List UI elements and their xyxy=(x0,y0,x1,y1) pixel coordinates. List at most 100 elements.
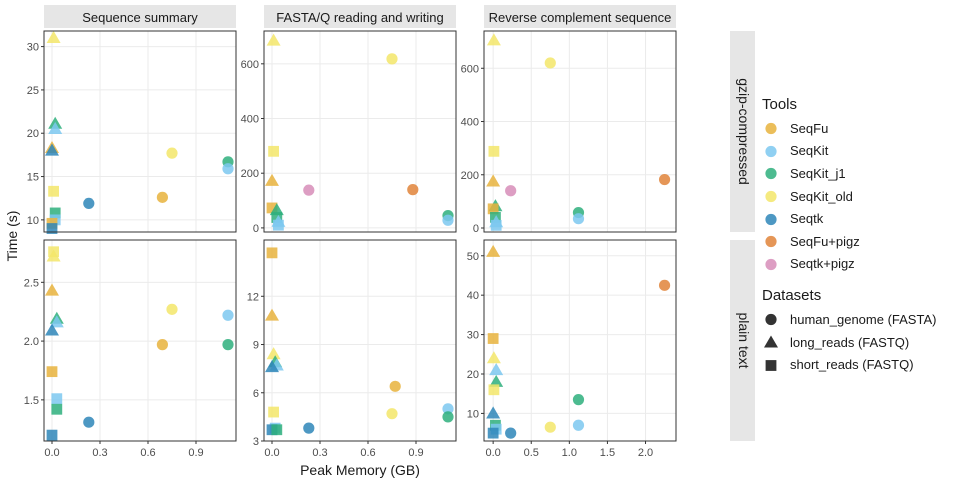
y-tick-label: 400 xyxy=(241,114,259,126)
y-tick-label: 2.5 xyxy=(24,277,39,289)
panel-border xyxy=(43,239,237,442)
legend-tool-seqtk: Seqtk xyxy=(760,207,958,230)
data-point-seqtk-short-reads xyxy=(46,429,58,441)
y-tick-label: 10 xyxy=(27,215,39,227)
panel-background xyxy=(44,31,236,232)
y-tick-label: 400 xyxy=(461,117,479,129)
data-point-seqkit-old-long-reads xyxy=(486,351,501,364)
row-strip-label: plain text xyxy=(736,312,752,368)
data-point-seqtk-human-genome xyxy=(83,416,95,428)
data-point-seqfu-short-reads xyxy=(266,247,278,259)
data-point-seqtk-short-reads xyxy=(487,427,499,439)
data-point-seqkit-j1-human-genome xyxy=(572,394,585,406)
data-point-seqkit-old-long-reads xyxy=(486,33,501,46)
y-tick-label: 6 xyxy=(253,388,259,400)
legend-key-icon xyxy=(764,335,778,348)
data-point-seqfu-human-genome xyxy=(156,191,168,203)
data-point-seqkit-old-human-genome xyxy=(544,421,556,433)
data-point-seqkit-old-short-reads xyxy=(488,384,500,396)
legend-key-icon xyxy=(765,168,777,180)
data-point-seqtk-short-reads xyxy=(46,223,58,234)
circle-marker-icon xyxy=(765,168,777,180)
y-tick-label: 0 xyxy=(473,223,479,235)
y-tick-label: 10 xyxy=(467,408,479,420)
data-point-seqkit-j1-short-reads xyxy=(271,424,283,436)
panel-background xyxy=(484,240,676,441)
legend-tool-seqkit-j1: SeqKit_j1 xyxy=(760,162,958,185)
y-tick-label: 3 xyxy=(253,436,259,448)
legend-key-icon xyxy=(765,190,777,203)
legend-dataset-human-genome-fasta: human_genome (FASTA) xyxy=(760,308,958,331)
data-point-seqkit-old-short-reads xyxy=(48,185,59,197)
x-tick-label: 0.0 xyxy=(44,447,59,459)
column-strip-label: FASTA/Q reading and writing xyxy=(276,10,443,25)
panel-background xyxy=(484,31,676,232)
data-point-seqfu-long-reads xyxy=(265,308,279,321)
panel-background xyxy=(264,31,456,232)
legend-item-label: SeqKit xyxy=(790,143,829,159)
x-tick-label: 0.0 xyxy=(485,447,500,459)
panel-border xyxy=(483,239,677,442)
legend-item-label: short_reads (FASTQ) xyxy=(790,357,914,373)
data-point-seqkit-long-reads xyxy=(48,121,63,134)
y-tick-label: 25 xyxy=(27,85,39,97)
panel-sequence-summary-plain-text: 1.5 2.0 2.5 0.0 0.3 0.6 0.9 xyxy=(24,239,237,459)
square-marker-icon xyxy=(765,359,777,371)
column-strip-label: Sequence summary xyxy=(82,10,198,25)
column-strip xyxy=(264,5,456,28)
data-point-seqkit-j1-short-reads xyxy=(51,403,63,415)
legend-dataset-long-reads-fastq: long_reads (FASTQ) xyxy=(760,331,958,354)
data-point-seqkit-human-genome xyxy=(572,419,585,431)
panel-sequence-summary-gzip-compressed: 10 15 20 25 30 xyxy=(27,30,237,234)
legend-tools-list: SeqFu SeqKit SeqKit_j1 SeqKit_old Seqtk SeqFu… xyxy=(760,117,958,275)
panel-reverse-complement-sequence-plain-text: 10 20 30 40 50 0.0 0.5 1.0 1.5 2.0 xyxy=(467,239,677,459)
x-tick-label: 2.0 xyxy=(638,447,653,459)
data-point-seqtk-long-reads xyxy=(45,323,59,336)
column-strip xyxy=(44,5,236,28)
data-point-seqkit-old-short-reads xyxy=(488,145,500,157)
data-point-seqfu-human-genome xyxy=(389,380,401,392)
x-tick-label: 0.9 xyxy=(408,447,423,459)
data-point-seqtk-long-reads xyxy=(265,360,279,373)
data-point-seqkit-old-human-genome xyxy=(386,53,398,65)
data-point-seqkit-old-long-reads xyxy=(266,33,281,46)
data-point-seqkit-j1-short-reads xyxy=(271,212,283,223)
data-point-seqkit-old-human-genome xyxy=(386,408,398,420)
data-point-seqkit-human-genome xyxy=(572,213,585,225)
data-point-seqkit-old-human-genome xyxy=(166,147,178,159)
data-point-seqfu-pigz-human-genome xyxy=(658,173,671,186)
panel-background xyxy=(264,240,456,441)
data-point-seqtk-long-reads xyxy=(45,143,59,156)
data-point-seqkit-old-short-reads xyxy=(268,406,279,418)
legend-tool-seqtk-pigz: Seqtk+pigz xyxy=(760,253,958,276)
y-tick-label: 20 xyxy=(27,128,39,140)
data-point-seqfu-pigz-human-genome xyxy=(407,184,419,196)
legend-item-label: Seqtk+pigz xyxy=(790,256,855,272)
y-tick-label: 1.5 xyxy=(24,395,39,407)
y-tick-label: 12 xyxy=(247,291,259,303)
data-point-seqkit-short-reads xyxy=(51,393,63,405)
y-tick-label: 0 xyxy=(253,223,259,235)
data-point-seqfu-long-reads xyxy=(486,244,501,257)
data-point-seqkit-old-long-reads xyxy=(46,30,61,43)
data-point-seqfu-short-reads xyxy=(487,333,499,344)
legend-tool-seqfu: SeqFu xyxy=(760,117,958,140)
legend-item-label: SeqFu+pigz xyxy=(790,233,860,249)
column-strip xyxy=(484,5,676,28)
data-point-seqtk-human-genome xyxy=(303,422,315,434)
data-point-seqkit-long-reads xyxy=(49,315,64,328)
circle-marker-icon xyxy=(765,145,777,157)
circle-marker-icon xyxy=(765,213,777,225)
data-point-seqkit-j1-human-genome xyxy=(222,339,234,351)
y-tick-label: 2.0 xyxy=(24,336,39,348)
legend: Tools SeqFu SeqKit SeqKit_j1 SeqKit_old Seqt… xyxy=(760,96,958,376)
panel-fasta-q-reading-and-writing-plain-text: 3 6 9 12 0.0 0.3 0.6 0.9 xyxy=(247,239,457,459)
data-point-seqkit-old-long-reads xyxy=(46,249,61,262)
legend-key-icon xyxy=(765,213,777,225)
data-point-seqfu-long-reads xyxy=(486,174,501,187)
legend-tool-seqkit-old: SeqKit_old xyxy=(760,185,958,208)
circle-marker-icon xyxy=(765,236,777,248)
circle-marker-icon xyxy=(765,258,777,270)
data-point-seqfu-pigz-human-genome xyxy=(658,279,671,291)
